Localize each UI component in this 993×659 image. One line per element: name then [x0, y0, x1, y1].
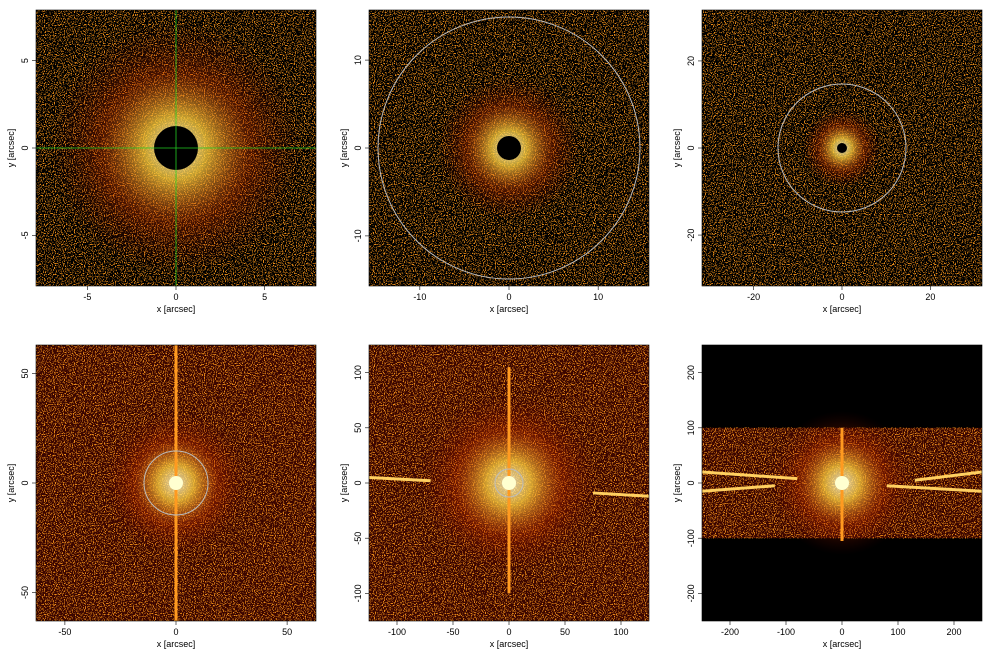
- x-tick-label: 0: [173, 292, 178, 302]
- y-tick-label: 50: [353, 423, 363, 433]
- y-tick-label: 0: [686, 145, 696, 150]
- region: [494, 468, 524, 498]
- x-tick-label: -5: [83, 292, 91, 302]
- y-axis-label: y [arcsec]: [6, 129, 16, 168]
- y-tick-label: 50: [20, 368, 30, 378]
- y-axis-label: y [arcsec]: [339, 464, 349, 503]
- x-tick-label: 20: [925, 292, 935, 302]
- x-axis-label: x [arcsec]: [490, 304, 529, 314]
- panel: -10 0 10 -10 0 10 x [arcsec] y [arcsec]: [339, 9, 650, 314]
- streak: [702, 484, 775, 493]
- streak: [886, 484, 982, 493]
- hole: [837, 143, 847, 153]
- y-tick-label: 0: [20, 145, 30, 150]
- x-tick-label: 200: [946, 627, 961, 637]
- y-tick-label: 0: [20, 480, 30, 485]
- y-tick-label: 0: [686, 480, 696, 485]
- x-tick-label: -200: [721, 627, 739, 637]
- y-tick-label: -200: [686, 584, 696, 602]
- y-tick-label: 0: [353, 480, 363, 485]
- x-tick-label: -50: [58, 627, 71, 637]
- image: [36, 10, 316, 286]
- y-tick-label: -100: [686, 529, 696, 547]
- x-tick-label: -20: [747, 292, 760, 302]
- core: [169, 476, 183, 490]
- y-tick-label: 0: [353, 145, 363, 150]
- x-tick-label: 0: [173, 627, 178, 637]
- x-axis-label: x [arcsec]: [157, 639, 196, 649]
- hole: [497, 136, 521, 160]
- region: [777, 83, 907, 213]
- core: [835, 476, 849, 490]
- image: [36, 345, 316, 621]
- x-tick-label: -10: [413, 292, 426, 302]
- y-tick-label: 200: [686, 365, 696, 380]
- y-tick-label: -10: [353, 229, 363, 242]
- region: [377, 16, 641, 280]
- streak: [702, 470, 798, 481]
- y-tick-label: -100: [353, 584, 363, 602]
- panel: -5 0 5 -5 0 5 x [arcsec] y [arcsec]: [6, 9, 317, 314]
- x-axis-label: x [arcsec]: [823, 304, 862, 314]
- y-tick-label: -5: [20, 231, 30, 239]
- x-tick-label: 0: [506, 292, 511, 302]
- x-tick-label: -50: [446, 627, 459, 637]
- y-axis-label: y [arcsec]: [339, 129, 349, 168]
- image: [702, 10, 982, 286]
- x-axis-label: x [arcsec]: [490, 639, 529, 649]
- x-tick-label: 0: [839, 292, 844, 302]
- x-tick-label: 50: [282, 627, 292, 637]
- x-tick-label: -100: [777, 627, 795, 637]
- streak: [914, 470, 982, 482]
- panel: -100 -50 0 50 100 -100 -50 0 50 100 x [arcsec] y [a…: [339, 344, 650, 649]
- y-tick-label: -50: [20, 586, 30, 599]
- streak: [592, 491, 649, 498]
- x-tick-label: -100: [388, 627, 406, 637]
- y-tick-label: 20: [686, 56, 696, 66]
- x-tick-label: 10: [593, 292, 603, 302]
- y-axis-label: y [arcsec]: [6, 464, 16, 503]
- x-axis-label: x [arcsec]: [157, 304, 196, 314]
- image: [369, 345, 649, 621]
- y-tick-label: 100: [353, 365, 363, 380]
- image: [369, 10, 649, 286]
- y-axis-label: y [arcsec]: [672, 129, 682, 168]
- x-tick-label: 50: [560, 627, 570, 637]
- y-tick-label: 100: [686, 420, 696, 435]
- core: [502, 476, 516, 490]
- y-axis-label: y [arcsec]: [672, 464, 682, 503]
- x-tick-label: 100: [890, 627, 905, 637]
- panel: -200 -100 0 100 200 -200 -100 0 100 200 x [arcsec]…: [672, 344, 983, 649]
- x-tick-label: 0: [506, 627, 511, 637]
- x-axis-label: x [arcsec]: [823, 639, 862, 649]
- y-tick-label: 10: [353, 55, 363, 65]
- x-tick-label: 100: [613, 627, 628, 637]
- y-tick-label: -20: [686, 229, 696, 242]
- x-tick-label: 0: [839, 627, 844, 637]
- y-tick-label: -50: [353, 532, 363, 545]
- region: [143, 450, 209, 516]
- streak: [369, 475, 431, 483]
- x-tick-label: 5: [262, 292, 267, 302]
- panel: -50 0 50 -50 0 50 x [arcsec] y [arcsec]: [6, 344, 317, 649]
- image: [702, 345, 982, 621]
- panel: -20 0 20 -20 0 20 x [arcsec] y [arcsec]: [672, 9, 983, 314]
- y-tick-label: 5: [20, 58, 30, 63]
